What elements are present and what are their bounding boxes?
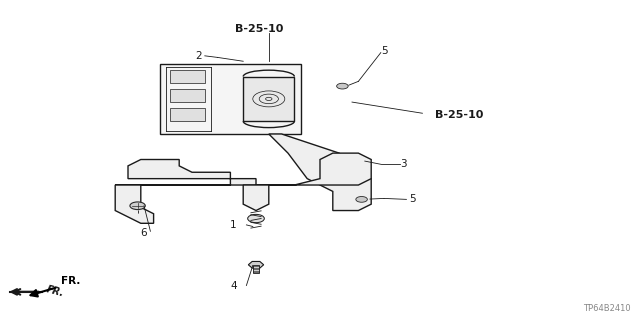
Bar (253, 265, 259, 273)
Bar (170, 89, 205, 102)
Bar (243, 77, 294, 121)
Bar (170, 108, 205, 121)
Text: 2: 2 (195, 51, 202, 61)
Circle shape (356, 197, 367, 202)
Polygon shape (243, 185, 269, 211)
Text: TP64B2410: TP64B2410 (583, 304, 630, 313)
Circle shape (248, 214, 264, 223)
Text: 3: 3 (400, 159, 406, 169)
Polygon shape (115, 153, 371, 185)
Text: B-25-10: B-25-10 (235, 24, 284, 34)
Text: 5: 5 (410, 194, 416, 204)
Text: 6: 6 (141, 228, 147, 238)
Polygon shape (115, 185, 154, 223)
Bar (160, 64, 301, 134)
Text: FR.: FR. (45, 285, 65, 299)
Text: 5: 5 (381, 46, 387, 56)
Polygon shape (248, 262, 264, 268)
FancyArrowPatch shape (12, 289, 39, 295)
Text: 4: 4 (230, 280, 237, 291)
Text: B-25-10: B-25-10 (435, 110, 484, 120)
Text: FR.: FR. (61, 277, 80, 286)
Circle shape (130, 202, 145, 210)
Text: 1: 1 (230, 220, 237, 230)
Bar (170, 70, 205, 83)
Circle shape (337, 83, 348, 89)
Polygon shape (269, 134, 371, 211)
